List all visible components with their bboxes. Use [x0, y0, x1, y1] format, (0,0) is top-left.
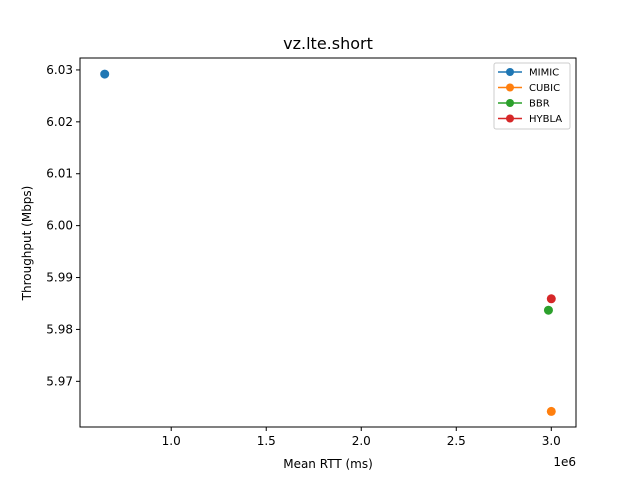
point-cubic [546, 406, 556, 416]
y-tick-label: 6.03 [46, 63, 73, 77]
y-tick-label: 5.97 [46, 374, 73, 388]
legend-marker-cubic [506, 83, 514, 92]
x-tick-label: 1.0 [162, 434, 181, 448]
legend-marker-hybla [506, 114, 514, 123]
chart-title: vz.lte.short [283, 34, 373, 53]
legend-label-hybla: HYBLA [529, 114, 562, 125]
legend-label-bbr: BBR [529, 99, 550, 110]
x-axis-label: Mean RTT (ms) [283, 457, 373, 471]
y-axis: 5.97 5.98 5.99 6.00 6.01 6.02 6.03 [46, 63, 80, 388]
legend: MIMIC CUBIC BBR HYBLA [493, 62, 571, 130]
y-axis-label: Throughput (Mbps) [20, 186, 34, 302]
y-tick-label: 6.01 [46, 167, 73, 181]
x-axis-offset-label: 1e6 [553, 455, 576, 469]
legend-marker-bbr [506, 99, 514, 107]
y-tick-label: 6.00 [46, 219, 73, 233]
plot-frame [79, 57, 577, 428]
x-tick-label: 1.5 [257, 434, 276, 448]
x-tick-label: 2.0 [352, 434, 371, 448]
x-axis: 1.0 1.5 2.0 2.5 3.0 [162, 427, 561, 448]
legend-marker-mimic [506, 68, 514, 76]
x-tick-label: 3.0 [542, 434, 561, 448]
legend-label-mimic: MIMIC [529, 68, 559, 79]
x-tick-label: 2.5 [447, 434, 466, 448]
point-mimic [100, 69, 110, 79]
y-tick-label: 5.99 [46, 271, 73, 285]
y-tick-label: 6.02 [46, 115, 73, 129]
legend-label-cubic: CUBIC [529, 83, 560, 94]
point-bbr [543, 305, 553, 315]
y-tick-label: 5.98 [46, 322, 73, 336]
legend-box [493, 62, 571, 130]
data-points [100, 69, 556, 416]
point-hybla [546, 294, 556, 304]
